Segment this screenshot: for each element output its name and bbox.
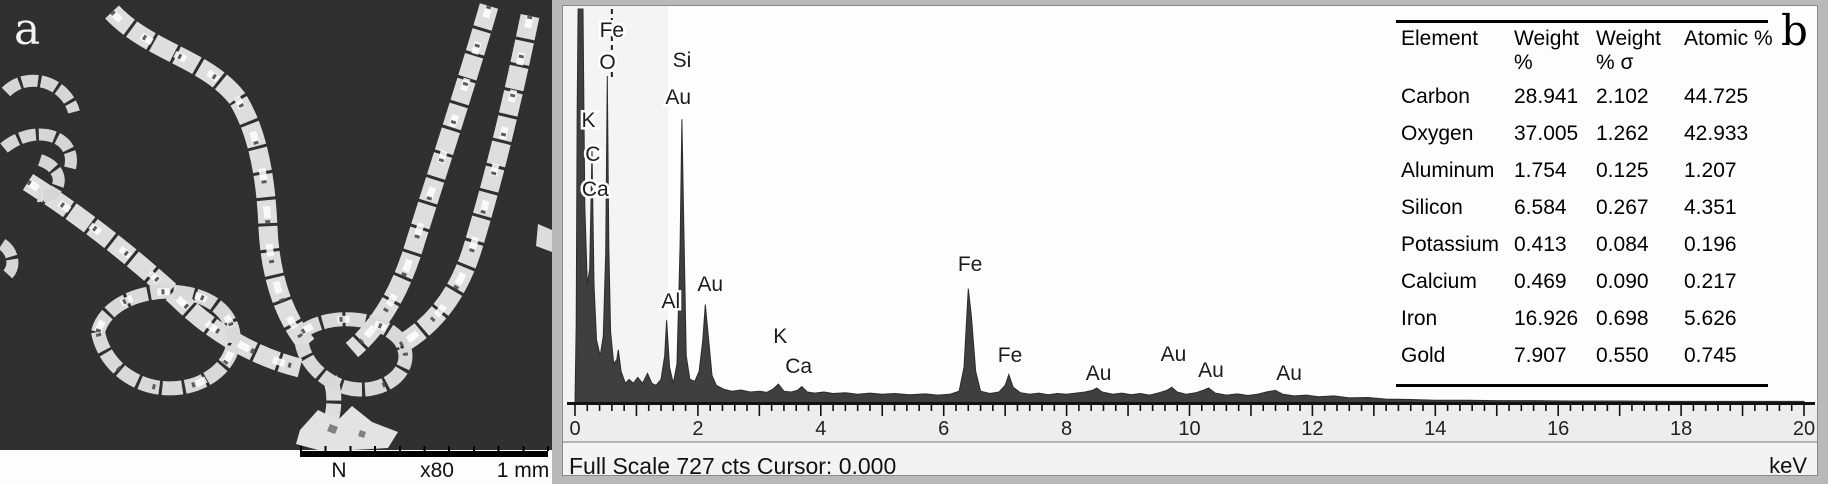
table-cell: 0.469 bbox=[1514, 269, 1567, 293]
table-cell: 0.550 bbox=[1596, 343, 1649, 367]
table-cell: 0.125 bbox=[1596, 158, 1649, 182]
peak-label: C bbox=[585, 143, 600, 166]
scale-bar-tick-marks bbox=[300, 446, 549, 451]
table-cell: 0.413 bbox=[1514, 232, 1567, 256]
x-axis-unit-label: keV bbox=[1769, 453, 1807, 478]
peak-label: Au bbox=[697, 273, 723, 296]
x-axis-tick-label: 12 bbox=[1301, 418, 1323, 440]
scale-bar-strip: N x80 1 mm bbox=[0, 446, 552, 484]
scale-bar-magnification-label: x80 bbox=[420, 459, 454, 482]
x-axis-tick-label: 8 bbox=[1061, 418, 1072, 440]
table-cell: 1.262 bbox=[1596, 121, 1649, 145]
table-header-row: Element Weight % Weight % σ Atomic % bbox=[1396, 27, 1773, 75]
peak-label: Fe bbox=[998, 344, 1023, 367]
x-axis-tick-label: 20 bbox=[1793, 418, 1815, 440]
table-row: Carbon 28.941 2.102 44.725 bbox=[1396, 78, 1768, 115]
peak-label: O bbox=[599, 51, 615, 74]
peak-label: Au bbox=[1161, 343, 1187, 366]
table-cell: Potassium bbox=[1401, 232, 1500, 256]
peak-label: Fe bbox=[600, 19, 625, 42]
table-cell: 5.626 bbox=[1684, 306, 1737, 330]
table-cell: 4.351 bbox=[1684, 195, 1737, 219]
peak-label: Ca bbox=[785, 355, 812, 378]
peak-label: Au bbox=[1086, 362, 1112, 385]
table-cell: 37.005 bbox=[1514, 121, 1579, 145]
table-cell: 2.102 bbox=[1596, 84, 1649, 108]
fiber-strands bbox=[0, 3, 540, 441]
peak-label: Au bbox=[665, 86, 691, 109]
table-row: Aluminum 1.754 0.125 1.207 bbox=[1396, 152, 1768, 189]
table-cell: 7.907 bbox=[1514, 343, 1567, 367]
x-axis-line bbox=[567, 402, 1815, 405]
table-cell: 0.217 bbox=[1684, 269, 1737, 293]
table-cell: 0.745 bbox=[1684, 343, 1737, 367]
table-cell: 0.084 bbox=[1596, 232, 1649, 256]
x-axis-tick-label: 0 bbox=[569, 418, 580, 440]
table-cell: 0.267 bbox=[1596, 195, 1649, 219]
table-cell: 16.926 bbox=[1514, 306, 1579, 330]
x-axis-tick-label: 16 bbox=[1547, 418, 1569, 440]
x-axis-tick-label: 18 bbox=[1670, 418, 1692, 440]
eds-plot-window: 0 2 4 6 8 10 12 14 16 18 20 Fe O K C Ca Si Au Al Au K Ca Fe Fe A… bbox=[562, 5, 1818, 479]
x-axis-tick-label: 4 bbox=[815, 418, 826, 440]
peak-label: K bbox=[773, 325, 787, 348]
scale-bar-size-label: 1 mm bbox=[496, 459, 550, 482]
fiber-fragments bbox=[296, 224, 552, 450]
table-cell: 0.090 bbox=[1596, 269, 1649, 293]
table-header-element: Element bbox=[1401, 27, 1479, 50]
table-row: Oxygen 37.005 1.262 42.933 bbox=[1396, 115, 1768, 152]
table-row: Calcium 0.469 0.090 0.217 bbox=[1396, 263, 1768, 300]
table-cell: 44.725 bbox=[1684, 84, 1749, 108]
eds-spectrum-chart: 0 2 4 6 8 10 12 14 16 18 20FeOKCCaSiAuAlAuKCaFeFeA… bbox=[563, 8, 1817, 475]
scale-bar bbox=[300, 451, 548, 457]
table-cell: Silicon bbox=[1401, 195, 1463, 219]
x-axis-tick-label: 10 bbox=[1178, 418, 1200, 440]
x-axis-tick-label: 6 bbox=[938, 418, 949, 440]
table-header-weight-pct: Weight % bbox=[1514, 27, 1579, 75]
x-axis-tick-label: 2 bbox=[692, 418, 703, 440]
table-cell: Calcium bbox=[1401, 269, 1477, 293]
table-cell: 1.207 bbox=[1684, 158, 1737, 182]
peak-label: K bbox=[582, 109, 596, 132]
scale-bar-detector-label: N bbox=[331, 459, 347, 482]
table-cell: 0.196 bbox=[1684, 232, 1737, 256]
peak-label: Ca bbox=[582, 178, 609, 201]
table-cell: 42.933 bbox=[1684, 121, 1749, 145]
eds-panel: 0 2 4 6 8 10 12 14 16 18 20 Fe O K C Ca Si Au Al Au K Ca Fe Fe A… bbox=[552, 0, 1828, 484]
peak-label: Au bbox=[1198, 359, 1224, 382]
x-axis-tick-label: 14 bbox=[1424, 418, 1446, 440]
table-cell: Gold bbox=[1401, 343, 1446, 367]
sem-panel: a N x80 1 mm bbox=[0, 0, 552, 484]
full-scale-status-text: Full Scale 727 cts Cursor: 0.000 bbox=[569, 453, 897, 479]
spectrum-area bbox=[574, 8, 1805, 404]
peak-label: Si bbox=[673, 49, 692, 72]
table-row: Iron 16.926 0.698 5.626 bbox=[1396, 300, 1768, 337]
table-cell: 6.584 bbox=[1514, 195, 1567, 219]
table-header-atomic-pct: Atomic % bbox=[1684, 27, 1773, 50]
peak-label: Au bbox=[1276, 362, 1302, 385]
panel-b-label: b bbox=[1781, 6, 1808, 55]
table-cell: Oxygen bbox=[1401, 121, 1474, 145]
status-bar-band bbox=[563, 441, 1817, 475]
peak-label: Fe bbox=[958, 253, 983, 276]
table-cell: 28.941 bbox=[1514, 84, 1579, 108]
table-cell: Carbon bbox=[1401, 84, 1470, 108]
table-cell: Aluminum bbox=[1401, 158, 1495, 182]
table-row: Gold 7.907 0.550 0.745 bbox=[1396, 337, 1768, 374]
eds-quantification-table: Element Weight % Weight % σ Atomic % Car… bbox=[1396, 20, 1773, 387]
table-cell: 0.698 bbox=[1596, 306, 1649, 330]
table-body: Carbon 28.941 2.102 44.725 Oxygen 37.005 1.262… bbox=[1396, 78, 1768, 374]
peak-label: Al bbox=[662, 290, 681, 313]
sem-image bbox=[0, 0, 552, 450]
table-cell: Iron bbox=[1401, 306, 1438, 330]
table-row: Potassium 0.413 0.084 0.196 bbox=[1396, 226, 1768, 263]
table-cell: 1.754 bbox=[1514, 158, 1567, 182]
panel-a-label: a bbox=[14, 4, 41, 55]
table-header-weight-pct-sigma: Weight % σ bbox=[1596, 27, 1661, 75]
table-row: Silicon 6.584 0.267 4.351 bbox=[1396, 189, 1768, 226]
